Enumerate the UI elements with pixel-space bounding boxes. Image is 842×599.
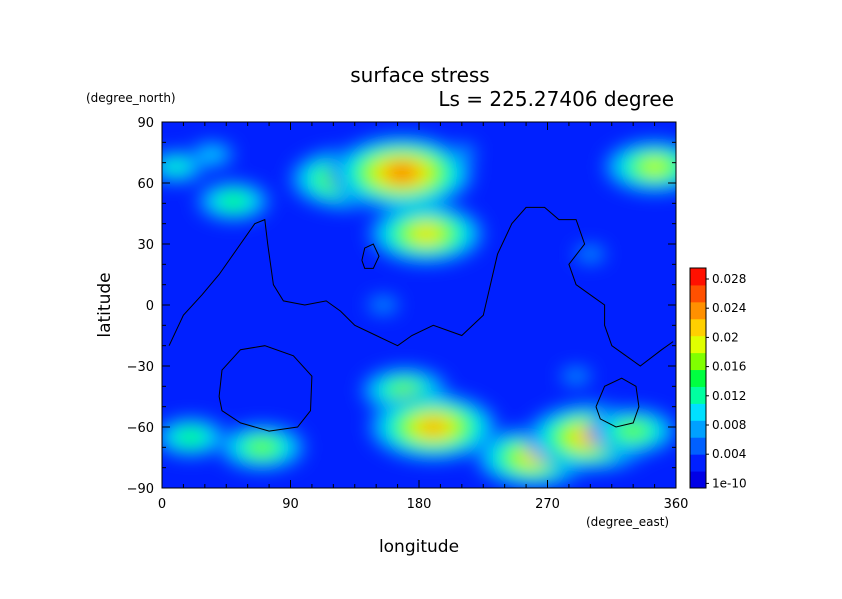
y-tick-label: 30: [137, 238, 154, 253]
colorbar: 0.028 0.024 0.02 0.016 0.012 0.008 0.004 1e-10: [689, 267, 747, 490]
x-tick-label: 270: [535, 497, 560, 512]
colorbar-frame: [689, 267, 707, 489]
heatmap-blob: [201, 148, 222, 161]
heatmap-blobs: [162, 135, 676, 488]
colorbar-tick-label: 0.024: [712, 301, 746, 315]
colorbar-tick-label: 0.02: [712, 330, 739, 344]
x-axis-label: longitude: [379, 537, 459, 557]
x-axis: 0 90 180 270 360: [158, 122, 689, 512]
basin-contour-left: [218, 345, 313, 432]
chart-title: surface stress: [350, 63, 489, 87]
colorbar-swatch: [690, 369, 706, 387]
colorbar-swatch: [690, 352, 706, 371]
heatmap-blob: [566, 370, 587, 383]
colorbar-tick-label: 0.004: [712, 447, 746, 461]
colorbar-swatch: [690, 301, 706, 320]
y-axis-label: latitude: [95, 272, 115, 337]
heatmap-blob: [580, 248, 601, 261]
heatmap-blob: [251, 441, 272, 454]
heatmap-blob: [423, 421, 444, 433]
colorbar-swatch: [690, 454, 706, 472]
y-tick-label: −90: [127, 482, 154, 497]
heatmap-blob: [451, 146, 472, 159]
chart-subtitle: Ls = 225.27406 degree: [438, 87, 674, 111]
heatmap-blob: [180, 431, 201, 444]
basin-contour-right: [595, 377, 640, 428]
heatmap-blob: [373, 299, 394, 311]
y-axis: 90 60 30 0 −30 −60 −90: [127, 116, 676, 497]
y-tick-label: 60: [137, 177, 154, 192]
colorbar-swatch: [690, 335, 706, 354]
heatmap-blob: [644, 160, 665, 173]
x-tick-label: 180: [407, 497, 432, 512]
heatmap-blob: [416, 227, 437, 240]
colorbar-swatch: [690, 437, 706, 455]
colorbar-swatch: [690, 403, 706, 421]
colorbar-swatch: [690, 268, 706, 286]
colorbar-tick-label: 0.008: [712, 418, 746, 432]
y-tick-label: 0: [146, 299, 154, 314]
colorbar-tick-label: 0.028: [712, 272, 746, 286]
x-tick-label: 0: [158, 497, 166, 512]
heatmap-blob: [623, 425, 644, 438]
continent-outline: [168, 206, 674, 367]
colorbar-swatch: [690, 471, 706, 489]
island-contour: [361, 243, 380, 269]
colorbar-tick-label: 0.016: [712, 360, 746, 374]
y-tick-label: 90: [137, 116, 154, 131]
colorbar-swatch: [690, 318, 706, 337]
colorbar-swatch: [690, 420, 706, 438]
x-tick-label: 360: [664, 497, 689, 512]
heatmap-blob: [391, 166, 412, 179]
x-unit-label: (degree_east): [586, 515, 669, 529]
heatmap-blob: [166, 160, 187, 173]
x-tick-label: 90: [282, 497, 299, 512]
y-tick-label: −60: [127, 421, 154, 436]
colorbar-swatch: [690, 386, 706, 404]
colorbar-tick-label: 0.012: [712, 389, 746, 403]
contour-lines: [168, 206, 674, 432]
heatmap-field: [162, 122, 676, 488]
y-tick-label: −30: [127, 360, 154, 375]
y-unit-label: (degree_north): [86, 91, 176, 105]
heatmap-blob: [394, 384, 415, 397]
colorbar-tick-label: 1e-10: [712, 476, 747, 490]
colorbar-swatch: [690, 284, 706, 303]
heatmap-blob: [223, 195, 244, 208]
